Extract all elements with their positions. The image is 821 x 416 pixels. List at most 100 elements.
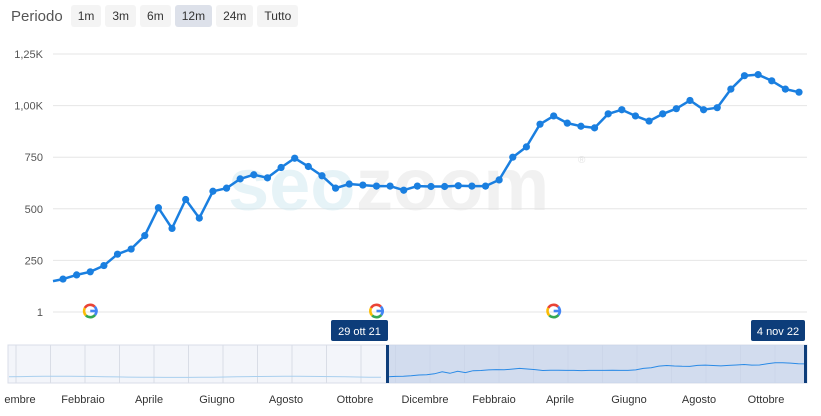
data-point[interactable] [168, 224, 176, 233]
navigator-line-history [8, 375, 382, 378]
period-button-24m[interactable]: 24m [216, 5, 254, 27]
data-point[interactable] [195, 214, 203, 222]
google-g-icon[interactable] [546, 303, 562, 319]
data-point[interactable] [577, 122, 585, 130]
navigator-month-label: Ottobre [748, 394, 785, 406]
data-point[interactable] [141, 232, 149, 240]
data-point[interactable] [73, 271, 81, 279]
data-point[interactable] [563, 119, 571, 127]
navigator-month-label: Giugno [199, 394, 234, 406]
data-point[interactable] [672, 105, 680, 113]
data-point[interactable] [182, 195, 190, 204]
data-point[interactable] [631, 112, 640, 120]
y-tick-label: 1,25K [14, 49, 43, 61]
data-point[interactable] [372, 182, 381, 190]
data-point[interactable] [86, 268, 94, 276]
data-point[interactable] [209, 187, 217, 195]
data-point[interactable] [359, 181, 367, 189]
google-update-markers [82, 303, 562, 319]
period-button-3m[interactable]: 3m [105, 5, 137, 27]
period-button-tutto[interactable]: Tutto [257, 5, 299, 27]
navigator-end-flag: 4 nov 22 [751, 320, 805, 341]
data-point[interactable] [468, 182, 476, 190]
google-g-icon[interactable] [82, 303, 98, 319]
navigator-start-flag: 29 ott 21 [331, 320, 388, 341]
data-point[interactable] [263, 174, 272, 182]
period-selector: Periodo 1m 3m 6m 12m 24m Tutto [11, 5, 302, 27]
watermark: seo zoom ® [228, 143, 586, 226]
data-point[interactable] [713, 104, 721, 112]
period-button-12m[interactable]: 12m [174, 5, 213, 27]
navigator[interactable]: 29 ott 21 4 nov 22 [7, 320, 808, 384]
data-point[interactable] [618, 106, 626, 114]
start-flag-box [331, 320, 388, 341]
data-point[interactable] [550, 112, 558, 120]
data-point[interactable] [331, 184, 340, 192]
y-tick-label: 750 [25, 152, 43, 164]
period-button-1m[interactable]: 1m [70, 5, 102, 27]
data-point[interactable] [413, 182, 421, 190]
y-tick-label: 500 [25, 204, 43, 216]
data-point[interactable] [427, 182, 435, 191]
google-g-icon[interactable] [369, 303, 384, 319]
y-axis: 1 250 500 750 1,00K 1,25K [14, 49, 43, 319]
navigator-month-label: Giugno [611, 394, 646, 406]
navigator-month-labels: embre Febbraio Aprile Giugno Agosto Ottobre Di… [4, 394, 784, 406]
navigator-month-label: Ottobre [337, 394, 374, 406]
series [52, 71, 803, 283]
data-point[interactable] [113, 250, 122, 258]
data-point[interactable] [304, 162, 312, 171]
data-point[interactable] [277, 163, 285, 172]
data-point[interactable] [250, 171, 258, 179]
navigator-left-handle[interactable] [386, 345, 389, 383]
data-point[interactable] [495, 176, 503, 184]
watermark-zoom: zoom [356, 143, 549, 226]
data-point[interactable] [291, 154, 299, 162]
period-button-6m[interactable]: 6m [140, 5, 171, 27]
start-flag-label: 29 ott 21 [338, 326, 381, 338]
data-point[interactable] [740, 72, 749, 80]
navigator-right-handle[interactable] [804, 345, 807, 383]
navigator-month-label: Agosto [682, 394, 716, 406]
data-point[interactable] [686, 96, 694, 105]
navigator-month-label: embre [4, 394, 35, 406]
navigator-line [387, 362, 807, 378]
data-point[interactable] [604, 110, 612, 118]
data-point[interactable] [509, 153, 517, 161]
watermark-seo: seo [228, 143, 356, 226]
data-point[interactable] [454, 182, 462, 190]
data-point[interactable] [345, 180, 353, 188]
data-point[interactable] [100, 261, 108, 270]
data-point[interactable] [699, 106, 708, 114]
data-point[interactable] [645, 117, 653, 125]
data-point[interactable] [781, 85, 789, 93]
data-point[interactable] [154, 204, 163, 212]
data-point[interactable] [522, 143, 531, 151]
data-point[interactable] [659, 110, 667, 118]
y-tick-label: 1,00K [14, 101, 43, 113]
data-point[interactable] [386, 182, 394, 190]
data-point[interactable] [127, 245, 135, 253]
data-point[interactable] [754, 71, 762, 79]
data-point[interactable] [318, 172, 326, 180]
data-point[interactable] [768, 77, 776, 85]
navigator-month-label: Aprile [546, 394, 574, 406]
end-flag-label: 4 nov 22 [757, 326, 799, 338]
data-point[interactable] [400, 186, 408, 194]
end-flag-box [751, 320, 805, 341]
navigator-selection[interactable] [388, 345, 806, 383]
data-point[interactable] [236, 175, 244, 183]
data-point[interactable] [481, 182, 490, 190]
navigator-month-label: Febbraio [472, 394, 515, 406]
data-point[interactable] [59, 275, 67, 283]
data-point[interactable] [727, 85, 735, 93]
data-point[interactable] [590, 124, 599, 132]
data-point[interactable] [536, 120, 544, 128]
data-point[interactable] [222, 184, 231, 192]
data-point[interactable] [441, 182, 449, 191]
y-tick-label: 1 [37, 307, 43, 319]
watermark-registered: ® [578, 155, 586, 166]
period-label: Periodo [11, 7, 63, 25]
data-point[interactable] [795, 88, 803, 96]
